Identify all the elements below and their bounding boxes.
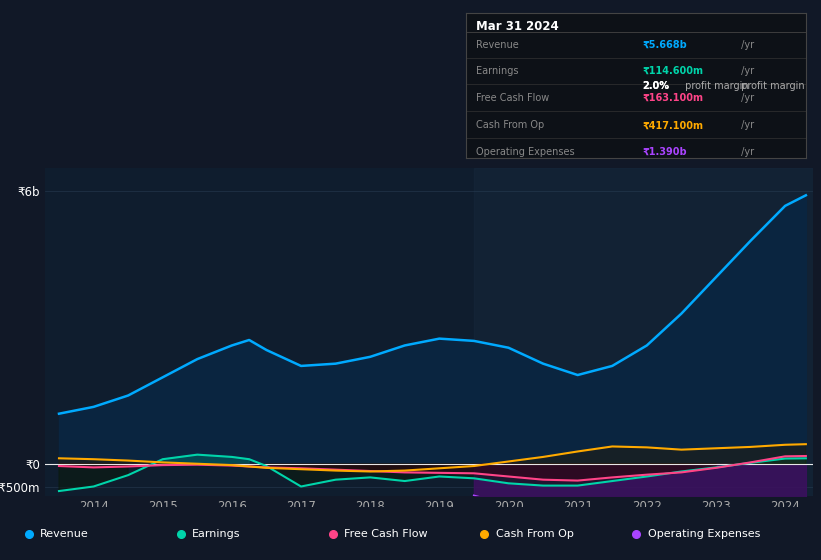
Text: ₹1.390b: ₹1.390b — [643, 147, 687, 157]
Text: ₹114.600m: ₹114.600m — [643, 66, 704, 76]
Text: ₹417.100m: ₹417.100m — [643, 120, 704, 130]
Text: /yr: /yr — [738, 147, 754, 157]
Text: /yr: /yr — [738, 93, 754, 103]
Text: profit margin: profit margin — [738, 81, 805, 91]
Text: Revenue: Revenue — [475, 40, 519, 49]
Text: 2.0%: 2.0% — [643, 81, 670, 91]
Text: profit margin: profit margin — [682, 81, 749, 91]
Text: ₹163.100m: ₹163.100m — [643, 93, 704, 103]
Text: Free Cash Flow: Free Cash Flow — [344, 529, 428, 539]
Text: Earnings: Earnings — [475, 66, 518, 76]
Text: Cash From Op: Cash From Op — [475, 120, 544, 130]
Text: Revenue: Revenue — [40, 529, 89, 539]
Text: Operating Expenses: Operating Expenses — [648, 529, 760, 539]
Text: Cash From Op: Cash From Op — [496, 529, 574, 539]
Text: ₹5.668b: ₹5.668b — [643, 40, 687, 49]
Text: Mar 31 2024: Mar 31 2024 — [475, 20, 558, 33]
Text: /yr: /yr — [738, 66, 754, 76]
Text: Earnings: Earnings — [192, 529, 241, 539]
Bar — [474, 168, 813, 496]
Text: Free Cash Flow: Free Cash Flow — [475, 93, 549, 103]
Text: /yr: /yr — [738, 40, 754, 49]
Text: 2.0%: 2.0% — [643, 81, 670, 91]
Text: /yr: /yr — [738, 120, 754, 130]
Text: Operating Expenses: Operating Expenses — [475, 147, 575, 157]
